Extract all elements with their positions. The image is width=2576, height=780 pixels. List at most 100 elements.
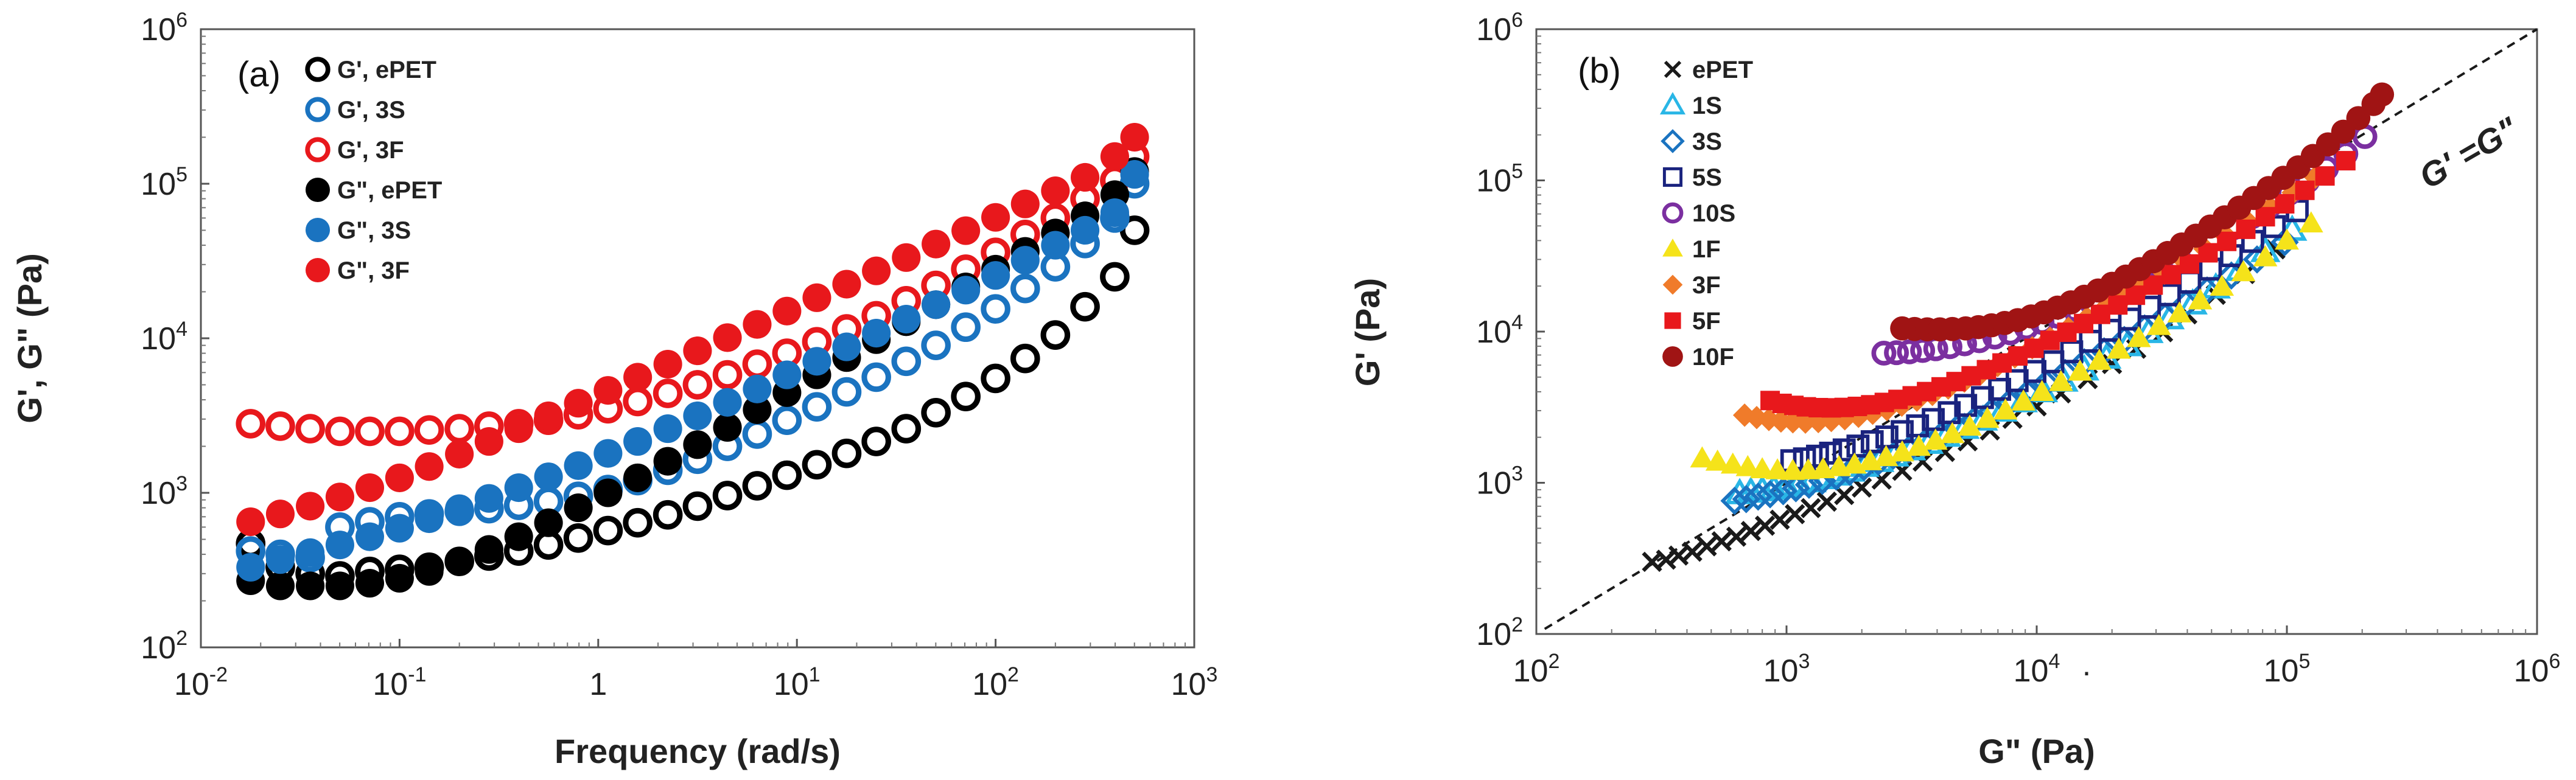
panel-a-series-g-3f-point-16 [713, 323, 742, 352]
panel-a-x-tick-label: 10-2 [174, 663, 228, 702]
panel-a-series-g-epet-point-2 [296, 571, 325, 601]
panel-b-series-1f-point-34 [2298, 211, 2323, 232]
panel-a-series-g-3s-point-5 [385, 514, 414, 543]
panel-b-series-3f-point-7 [1819, 409, 1843, 433]
panel-b-x-tick-label: 102 [1513, 650, 1560, 689]
panel-b-series-1f-point-2 [1720, 452, 1745, 474]
panel-a-y-axis-title: G', G" (Pa) [10, 253, 49, 423]
panel-a-legend-label: G', ePET [337, 57, 436, 83]
panel-a-series-g-3f-point-20 [832, 270, 861, 299]
panel-a-series-g-3f-point-5 [385, 463, 414, 492]
panel-b-legend: ePET 1S 3S 5S 10S 1F 3F 5F 10F [1659, 57, 1753, 371]
panel-a-x-ticks: 10-2 10-1 1 101 102 103 [174, 639, 1217, 702]
panel-b-series-5f-point-25 [2126, 285, 2146, 305]
panel-a-series-g-epet-point-11 [563, 523, 593, 553]
panel-a-series-g-3s-point-20 [831, 377, 862, 407]
panel-a-series-g-epet-point-20 [831, 438, 862, 468]
panel-b-series-5s-point-4 [1832, 438, 1856, 462]
panel-a-series-g-3f-point-17 [743, 310, 772, 339]
panel-a-series-g-3f-point-6 [414, 415, 444, 445]
panel-a-series-g-3s-point-22 [892, 304, 921, 334]
panel-a-series-g-3f-point-4 [355, 416, 385, 447]
panel-b-legend-marker-3f-point-0 [1662, 274, 1683, 295]
panel-b-y-tick-label: 106 [1476, 9, 1523, 47]
panel-b-series-1f-point-20 [2011, 389, 2036, 411]
panel-a-series-g-3f-point-5 [385, 416, 415, 447]
panel-b-series-5f-point-22 [2074, 313, 2094, 333]
panel-a-series-g-3s-point-10 [534, 462, 563, 492]
panel-a-x-tick-label: 103 [1171, 663, 1218, 702]
panel-b-legend-item-epet: ePET [1664, 57, 1753, 83]
panel-b-series-1f-point-18 [1975, 406, 2000, 428]
panel-a-series-g-3s-point-17 [743, 374, 772, 403]
panel-b-series-5f-point-30 [2217, 231, 2237, 251]
panel-a-legend: G', ePET G', 3S G', 3F G", ePET G", 3S G", 3F [305, 57, 442, 284]
panel-b-series-1f-point-29 [2188, 288, 2213, 310]
panel-b-series-5f-point-20 [2040, 330, 2060, 350]
panel-a-series-g-3f-point-15 [683, 336, 712, 366]
panel-b-series-5f-point-34 [2295, 180, 2315, 200]
panel-a-series-g-3s-point-28 [1071, 215, 1100, 245]
panel-a-series-g-3s-point-3 [325, 531, 354, 560]
panel-b-legend-marker-5s-point-0 [1662, 167, 1683, 187]
panel-b-series-epet-point-4 [1696, 536, 1717, 557]
panel-a-series-g-3f-point-30 [1120, 122, 1149, 152]
panel-b-x-tick-label: 106 [2514, 650, 2561, 689]
panel-b-label: (b) [1578, 51, 1621, 91]
panel-a-series-g-3s-point-22 [891, 346, 922, 377]
panel-b-series-5s-point-9 [1906, 414, 1930, 437]
panel-a-series-g-epet-point-8 [474, 535, 503, 564]
panel-a-series-g-epet-point-22 [891, 414, 922, 444]
panel-b-series-5f-point-21 [2057, 322, 2077, 343]
panel-a-series-g-3f-point-12 [593, 376, 623, 405]
panel-b-series-1f-point-0 [1690, 446, 1715, 468]
panel-b-legend-item-1s: 1S [1659, 92, 1722, 119]
panel-a-legend-item-g-epet: G', ePET [305, 57, 436, 83]
panel-a-series-g-3f-point-27 [1041, 176, 1070, 206]
panel-a-series-g-epet-point-9 [504, 522, 533, 551]
panel-b-series-1f-point-16 [1940, 422, 1965, 444]
panel-b-series-3s-point-0 [1720, 486, 1749, 515]
panel-b-series-5s-point-22 [2138, 296, 2161, 319]
panel-a-series-g-3s-point-0 [236, 552, 265, 582]
stray-dot-mark: . [2082, 647, 2091, 683]
panel-b-legend-label: 10F [1692, 344, 1734, 371]
panel-b-series-10f-point-33 [2346, 106, 2371, 131]
panel-a-legend-item-g-3f: G', 3F [305, 137, 404, 164]
panel-a-series-g-epet-point-24 [951, 381, 981, 412]
panel-b-series-5s-point-6 [1860, 430, 1884, 453]
panel-a-series-g-3s-point-30 [1120, 160, 1149, 189]
panel-a-series-g-epet-point-25 [981, 363, 1010, 394]
panel-a-series-g-3f-point-15 [682, 370, 713, 400]
panel-a-series-g-epet-point-23 [921, 397, 951, 428]
panel-b-series-5s-point-11 [1937, 401, 1961, 425]
panel-a-series-g-3s-point-29 [1100, 198, 1129, 228]
panel-a-series-g-3f-point-1 [265, 500, 295, 529]
panel-b-series-5f [1760, 151, 2356, 418]
panel-b-series-5f-point-27 [2161, 265, 2182, 285]
panel-a-legend-label: G', 3S [337, 97, 405, 124]
panel-a-series-g-3s-point-6 [415, 504, 444, 534]
panel-a-series-g-3f-point-26 [1010, 189, 1040, 218]
panel-b-series-epet-point-6 [1726, 526, 1747, 547]
panel-a-x-tick-label: 1 [589, 667, 607, 702]
panel-b-legend-label: ePET [1692, 57, 1753, 83]
panel-a-series-g-3f [236, 141, 1150, 447]
panel-a-series-g-3f-point-3 [325, 482, 354, 512]
panel-a-series-g-epet-point-17 [742, 471, 772, 501]
panel-a-y-tick-label: 106 [141, 9, 187, 47]
panel-a-y-tick-label: 104 [141, 318, 187, 357]
panel-b-series-5s-point-23 [2158, 283, 2181, 307]
panel-b-series-1f-point-23 [2068, 359, 2093, 381]
panel-a-legend-label: G", 3F [337, 257, 410, 284]
panel-b-legend-label: 5F [1692, 308, 1721, 335]
panel-a-legend-marker-g-epet-point-0 [305, 177, 331, 203]
panel-a-series-g-3f-point-2 [296, 492, 325, 521]
panel-b-y-tick-label: 102 [1476, 613, 1523, 652]
panel-a-y-tick-label: 102 [141, 627, 187, 666]
panel-b-series-10f-point-35 [2370, 82, 2395, 107]
panel-a-legend-item-g-epet: G", ePET [305, 177, 442, 204]
panel-b-series-5s-point-5 [1846, 434, 1870, 458]
panel-a-series-g-3f-point-9 [504, 414, 533, 444]
panel-a-series-g-3s-point-23 [921, 330, 951, 360]
